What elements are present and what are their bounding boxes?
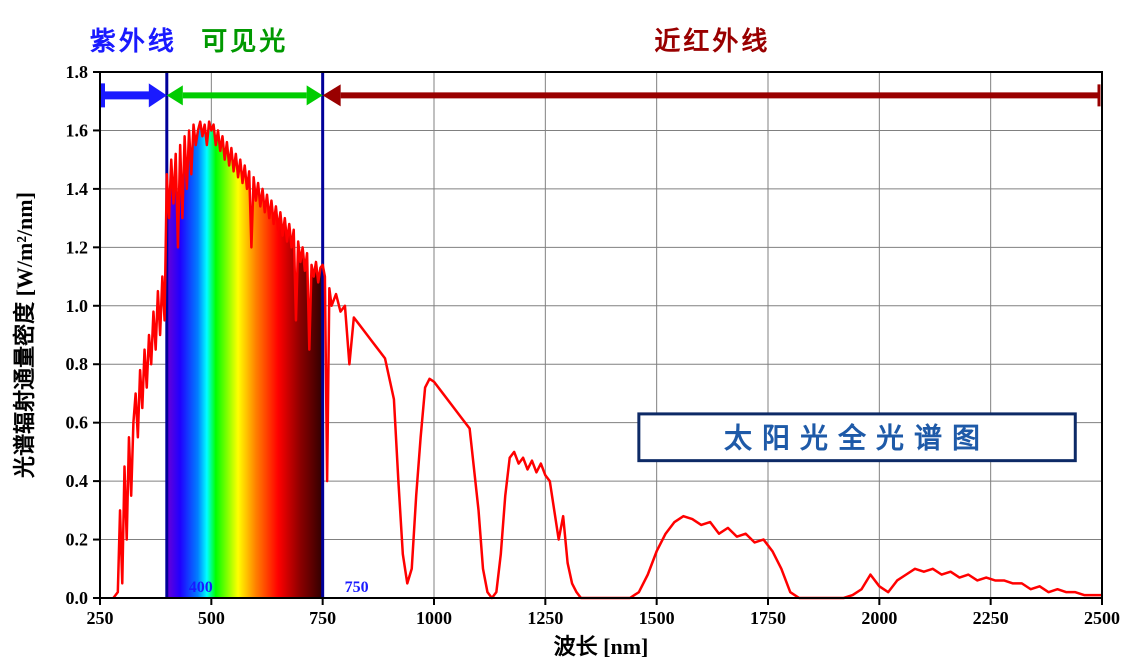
x-tick-label: 250 [87,608,114,628]
solar-spectrum-chart: 250 500 750 1000 1250 1500 1750 2000 2250 2500 0.0… [0,0,1122,672]
y-tick-label: 1.2 [66,237,89,257]
y-tick-label: 1.6 [66,120,89,140]
y-axis-label: 光谱辐射通量密度 [W/m²/nm] [12,192,37,479]
x-tick-label: 2000 [861,608,897,628]
band-marker: 400 [189,579,213,596]
y-tick-label: 0.2 [66,530,89,550]
nir-label: 近红外线 [654,26,770,56]
y-tick-label: 1.4 [66,179,89,199]
y-tick-label: 0.6 [66,413,89,433]
band-marker: 750 [345,579,369,596]
x-axis-label: 波长 [nm] [554,634,649,659]
legend-text: 太阳光全光谱图 [724,421,990,454]
x-tick-label: 1750 [750,608,786,628]
x-tick-label: 1500 [639,608,675,628]
y-tick-label: 1.8 [66,62,89,82]
y-tick-label: 0.4 [66,471,89,491]
visible-label: 可见光 [201,27,288,56]
y-tick-label: 0.0 [66,588,89,608]
y-tick-label: 1.0 [66,296,89,316]
y-tick-label: 0.8 [66,354,89,374]
x-tick-label: 2500 [1084,608,1120,628]
uv-label: 紫外线 [90,27,177,56]
x-tick-label: 750 [309,608,336,628]
x-tick-label: 1250 [527,608,563,628]
x-tick-label: 1000 [416,608,452,628]
x-tick-label: 500 [198,608,225,628]
legend-box: 太阳光全光谱图 [639,414,1075,461]
x-tick-label: 2250 [973,608,1009,628]
